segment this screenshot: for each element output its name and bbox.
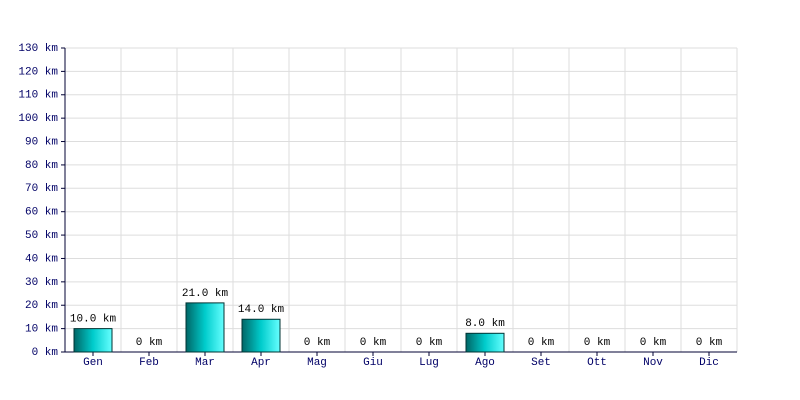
- value-label: 21.0 km: [182, 288, 229, 300]
- y-tick-label: 0 km: [32, 347, 59, 359]
- x-tick-label: Lug: [419, 357, 439, 369]
- bar: [73, 328, 113, 353]
- value-label: 0 km: [584, 337, 611, 349]
- y-tick-label: 130 km: [18, 43, 58, 55]
- value-label: 0 km: [640, 337, 667, 349]
- value-label: 0 km: [304, 337, 331, 349]
- x-tick-label: Ott: [587, 357, 607, 369]
- x-tick-label: Mag: [307, 357, 327, 369]
- y-tick-label: 100 km: [18, 113, 58, 125]
- bar: [465, 332, 505, 353]
- value-label: 10.0 km: [70, 314, 117, 326]
- x-tick-label: Nov: [643, 357, 663, 369]
- y-tick-label: 80 km: [25, 160, 58, 172]
- x-tick-label: Giu: [363, 357, 383, 369]
- x-tick-label: Mar: [195, 357, 215, 369]
- x-tick-label: Gen: [83, 357, 103, 369]
- y-tick-label: 70 km: [25, 183, 58, 195]
- value-label: 0 km: [360, 337, 387, 349]
- x-tick-label: Dic: [699, 357, 719, 369]
- y-tick-label: 110 km: [18, 90, 58, 102]
- bar: [185, 302, 225, 353]
- y-tick-label: 90 km: [25, 136, 58, 148]
- value-label: 14.0 km: [238, 304, 285, 316]
- x-tick-label: Ago: [475, 357, 495, 369]
- y-tick-label: 40 km: [25, 253, 58, 265]
- value-label: 0 km: [416, 337, 443, 349]
- value-label: 0 km: [696, 337, 723, 349]
- value-label: 0 km: [528, 337, 555, 349]
- x-tick-label: Feb: [139, 357, 159, 369]
- y-tick-label: 10 km: [25, 324, 58, 336]
- value-label: 8.0 km: [465, 318, 505, 330]
- x-tick-label: Apr: [251, 357, 271, 369]
- bar: [241, 318, 281, 353]
- y-tick-label: 120 km: [18, 66, 58, 78]
- y-tick-label: 60 km: [25, 207, 58, 219]
- value-label: 0 km: [136, 337, 163, 349]
- y-tick-label: 30 km: [25, 277, 58, 289]
- y-tick-label: 50 km: [25, 230, 58, 242]
- x-tick-label: Set: [531, 357, 551, 369]
- y-tick-label: 20 km: [25, 300, 58, 312]
